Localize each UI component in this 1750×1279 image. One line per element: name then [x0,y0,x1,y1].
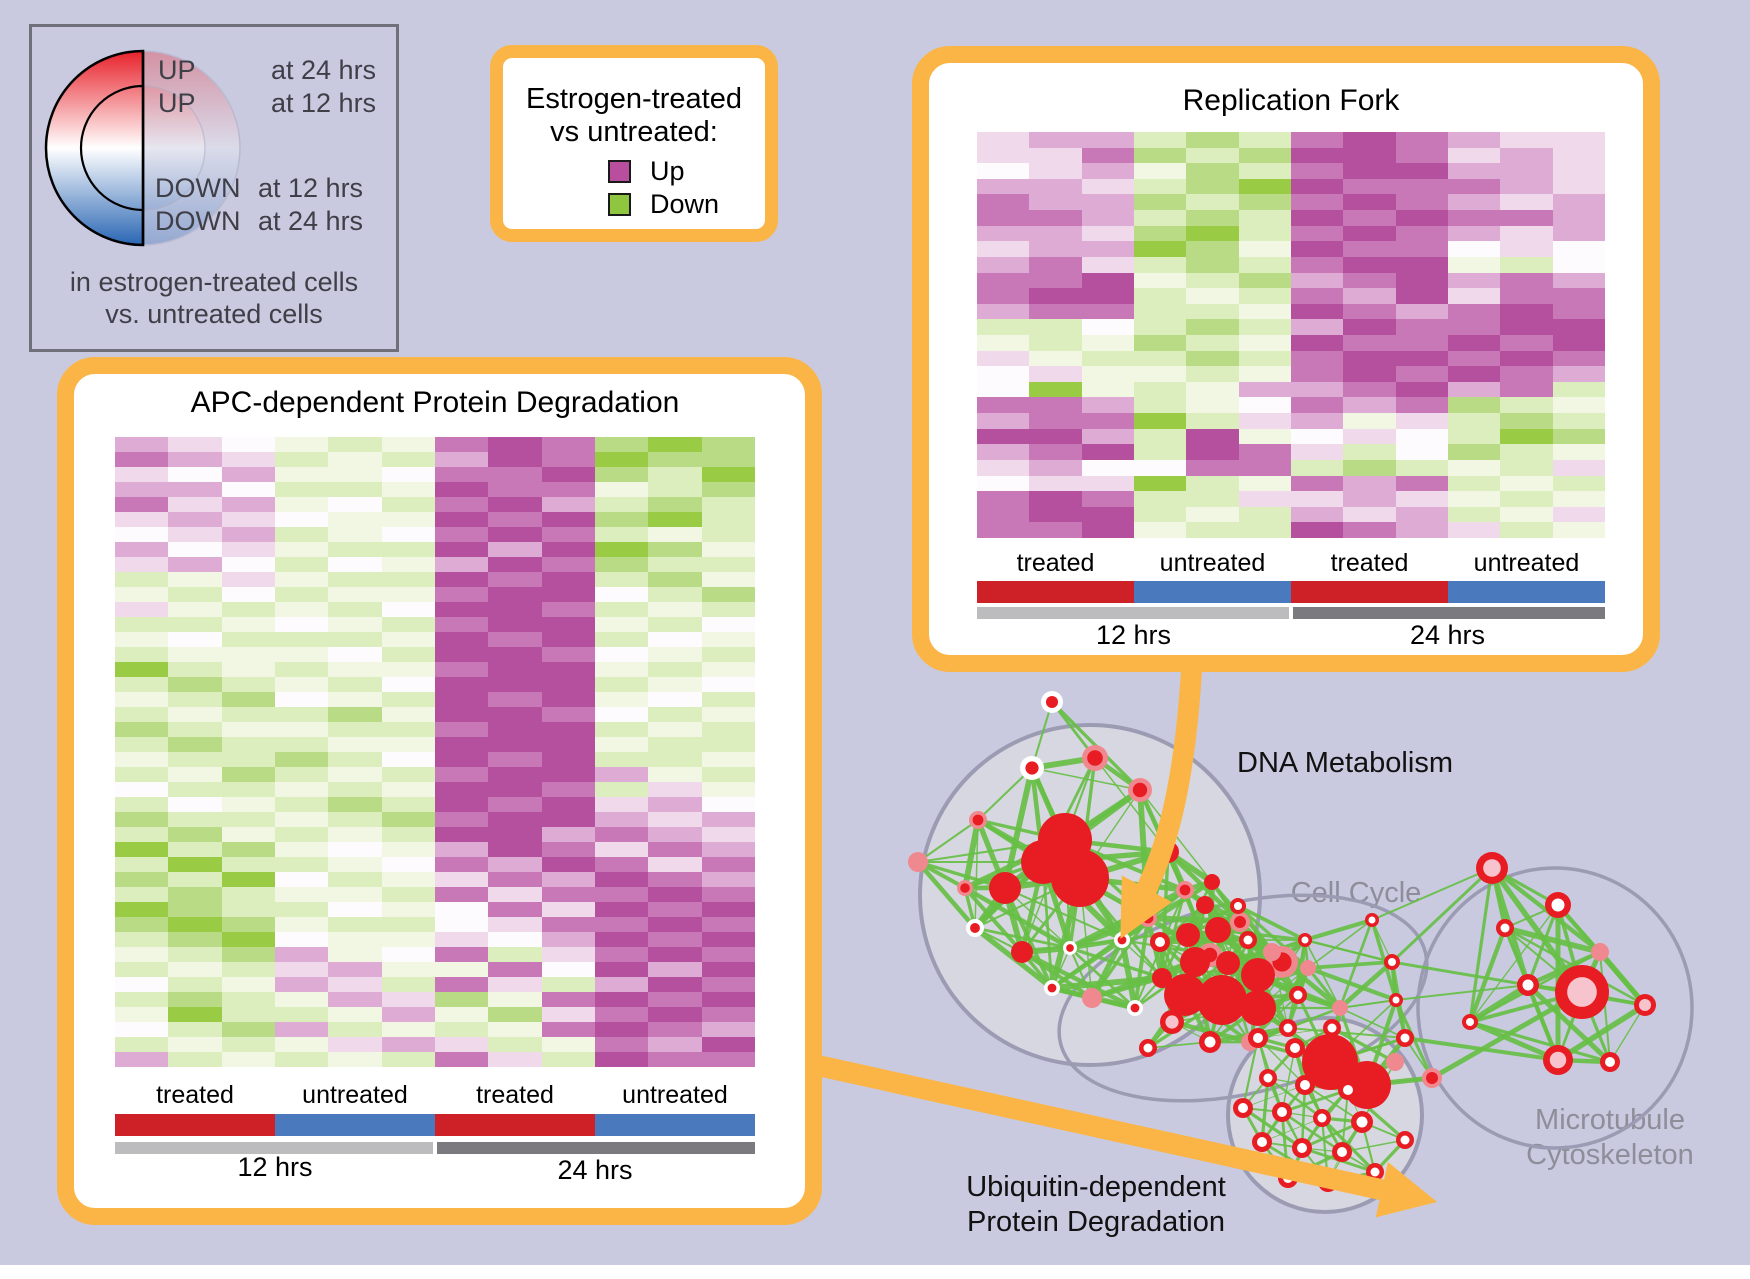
apc-24h-label: 24 hrs [557,1155,633,1185]
apc-24h-bar [437,1142,755,1154]
microtubule-cytoskeleton-label: Microtubule Cytoskeleton [1470,1103,1750,1173]
estrogen-legend-box: Estrogen-treated vs untreated: Up Down [490,45,778,242]
rf-group-label-2: untreated [1159,549,1266,577]
apc-treated-bar-12h [115,1114,275,1136]
apc-heatmap [115,437,755,1067]
rf-12h-bar [977,607,1289,619]
rf-24h-bar [1293,607,1605,619]
apc-treated-bar-24h [435,1114,595,1136]
microtubule-label-line1: Microtubule [1535,1104,1685,1136]
microtubule-label-line2: Cytoskeleton [1526,1139,1694,1171]
replication-fork-panel-title: Replication Fork [1182,84,1400,117]
scale-down24-dir: DOWN [155,206,241,236]
scale-legend-box: UP at 24 hrs UP at 12 hrs DOWN at 12 hrs… [29,24,399,352]
bottom-margin-strip [0,1265,1750,1279]
apc-group-label-3: treated [476,1081,554,1109]
rf-treated-bar-24h [1291,581,1448,603]
down-label: Down [650,189,720,219]
apc-group-label-1: treated [156,1081,234,1109]
rf-group-label-4: untreated [1473,549,1580,577]
rf-treated-bar-12h [977,581,1134,603]
rf-untreated-bar-24h [1448,581,1605,603]
ubiquitin-label-line2: Protein Degradation [967,1206,1225,1238]
scale-caption-line1: in estrogen-treated cells [69,267,359,297]
scale-down12-time: at 12 hrs [258,173,364,203]
apc-panel-title: APC-dependent Protein Degradation [190,386,680,419]
apc-12h-label: 12 hrs [237,1152,313,1182]
rf-24h-label: 24 hrs [1409,620,1486,650]
rf-untreated-bar-12h [1134,581,1291,603]
dna-metabolism-label: DNA Metabolism [1237,747,1453,779]
estrogen-legend-title-line1: Estrogen-treated [525,83,742,115]
scale-up12-dir: UP [158,88,196,118]
cell-cycle-label: Cell Cycle [1290,877,1422,909]
scale-up24-time: at 24 hrs [271,55,377,85]
apc-group-label-4: untreated [622,1081,728,1109]
estrogen-legend-title-line2: vs untreated: [550,116,718,148]
replication-fork-heatmap [977,132,1605,538]
rf-group-label-1: treated [1016,549,1095,577]
scale-down12-dir: DOWN [155,173,241,203]
apc-untreated-bar-12h [275,1114,435,1136]
scale-caption-line2: vs. untreated cells [105,299,323,329]
scale-up12-time: at 12 hrs [271,88,377,118]
arrow-replication-fork-to-dna [1120,661,1203,939]
apc-group-label-2: untreated [302,1081,408,1109]
apc-12h-bar [115,1142,433,1154]
ubiquitin-degradation-label: Ubiquitin-dependent Protein Degradation [916,1170,1276,1240]
down-color-swatch [608,193,631,216]
ubiquitin-label-line1: Ubiquitin-dependent [966,1171,1226,1203]
scale-up24-dir: UP [158,55,196,85]
up-color-swatch [608,160,631,183]
up-label: Up [650,156,685,186]
apc-untreated-bar-24h [595,1114,755,1136]
scale-down24-time: at 24 hrs [258,206,364,236]
rf-group-label-3: treated [1330,549,1409,577]
rf-12h-label: 12 hrs [1095,620,1172,650]
